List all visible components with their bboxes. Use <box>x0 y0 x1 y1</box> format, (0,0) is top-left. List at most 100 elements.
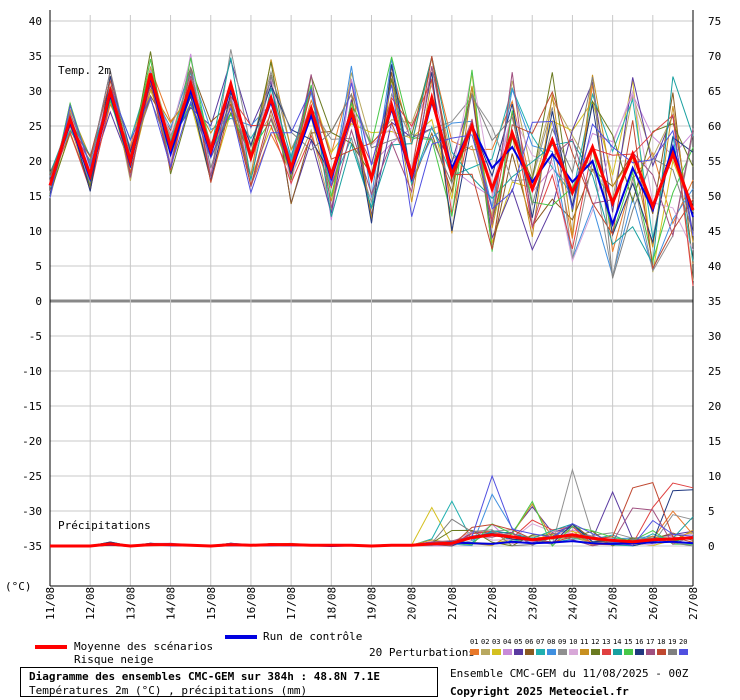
right-tick-label: 40 <box>708 260 721 273</box>
left-tick-label: 5 <box>35 260 42 273</box>
perturbation-number: 06 <box>525 638 534 646</box>
perturbation-swatch <box>613 649 622 655</box>
perturbation-swatch <box>657 649 666 655</box>
x-tick-label: 16/08 <box>245 587 258 620</box>
axis-labels: 4035302520151050-5-10-15-20-25-30-357570… <box>22 15 721 620</box>
x-tick-label: 12/08 <box>84 587 97 620</box>
left-tick-label: -30 <box>22 505 42 518</box>
perturbation-number: 17 <box>646 638 655 646</box>
x-tick-label: 23/08 <box>526 587 539 620</box>
perturbation-number: 15 <box>624 638 633 646</box>
main-lines <box>48 73 695 548</box>
perturbation-temp-line <box>49 56 694 271</box>
perturbation-temp-line <box>49 66 694 238</box>
right-tick-label: 35 <box>708 295 721 308</box>
left-tick-label: 0 <box>35 295 42 308</box>
perturbation-temp-line <box>49 68 694 279</box>
right-tick-label: 5 <box>708 505 715 518</box>
right-tick-label: 70 <box>708 50 721 63</box>
perturbation-number: 19 <box>668 638 677 646</box>
perturbation-number: 05 <box>514 638 523 646</box>
perturbation-swatch <box>481 649 490 655</box>
perturbation-number: 09 <box>558 638 567 646</box>
left-tick-label: 40 <box>29 15 42 28</box>
left-tick-label: -35 <box>22 540 42 553</box>
perturbation-swatch <box>646 649 655 655</box>
control-legend-swatch <box>225 635 257 639</box>
right-tick-label: 65 <box>708 85 721 98</box>
perturbation-number: 10 <box>569 638 578 646</box>
perturbation-swatch <box>624 649 633 655</box>
right-tick-label: 0 <box>708 540 715 553</box>
temperature-label: Temp. 2m <box>58 64 111 77</box>
caption-box: Diagramme des ensembles CMC-GEM sur 384h… <box>20 667 438 697</box>
mean-precip-line <box>50 533 694 548</box>
left-tick-label: 15 <box>29 190 42 203</box>
left-tick-label: -15 <box>22 400 42 413</box>
right-tick-label: 30 <box>708 330 721 343</box>
mean-legend-label: Moyenne des scénarios <box>74 640 214 653</box>
control-legend-label: Run de contrôle <box>263 630 363 643</box>
left-tick-label: -25 <box>22 470 42 483</box>
unit-label: (°C) <box>5 580 32 593</box>
right-tick-label: 55 <box>708 155 721 168</box>
chart-grid <box>49 10 694 587</box>
left-tick-label: -10 <box>22 365 42 378</box>
perturbation-swatch <box>635 649 644 655</box>
perturbation-swatch <box>470 649 479 655</box>
perturbation-swatch <box>602 649 611 655</box>
x-tick-label: 13/08 <box>124 587 137 620</box>
right-tick-label: 20 <box>708 400 721 413</box>
left-tick-label: -5 <box>29 330 42 343</box>
right-tick-label: 25 <box>708 365 721 378</box>
left-tick-label: 35 <box>29 50 42 63</box>
left-tick-label: 20 <box>29 155 42 168</box>
perturbation-swatch <box>558 649 567 655</box>
x-tick-label: 20/08 <box>406 587 419 620</box>
right-tick-label: 75 <box>708 15 721 28</box>
x-tick-label: 11/08 <box>44 587 57 620</box>
mean-temp-line <box>48 73 695 211</box>
left-tick-label: 30 <box>29 85 42 98</box>
perturbation-number: 12 <box>591 638 600 646</box>
right-tick-label: 10 <box>708 470 721 483</box>
x-tick-label: 24/08 <box>566 587 579 620</box>
perturbation-swatch <box>668 649 677 655</box>
perturbation-number: 18 <box>657 638 666 646</box>
x-tick-label: 25/08 <box>607 587 620 620</box>
perturbation-swatch <box>525 649 534 655</box>
right-tick-label: 15 <box>708 435 721 448</box>
perturbation-swatch <box>514 649 523 655</box>
perturbation-number: 02 <box>481 638 490 646</box>
x-tick-label: 26/08 <box>647 587 660 620</box>
chart-title: Diagramme des ensembles CMC-GEM sur 384h… <box>29 670 380 683</box>
perturbation-swatch <box>536 649 545 655</box>
right-tick-label: 45 <box>708 225 721 238</box>
perturbation-number: 01 <box>470 638 479 646</box>
perturbation-number: 13 <box>602 638 611 646</box>
x-tick-label: 17/08 <box>285 587 298 620</box>
x-tick-label: 19/08 <box>366 587 379 620</box>
perturbation-swatch <box>503 649 512 655</box>
perturbation-swatch <box>492 649 501 655</box>
left-tick-label: 10 <box>29 225 42 238</box>
run-label: Ensemble CMC-GEM du 11/08/2025 - 00Z <box>450 667 689 680</box>
perturbation-swatch <box>547 649 556 655</box>
perturbation-number: 14 <box>613 638 622 646</box>
x-tick-label: 14/08 <box>165 587 178 620</box>
perturbation-number: 07 <box>536 638 545 646</box>
right-tick-label: 50 <box>708 190 721 203</box>
perturbation-swatch <box>679 649 688 655</box>
chart-subtitle: Températures 2m (°C) , précipitations (m… <box>29 684 308 697</box>
right-tick-label: 60 <box>708 120 721 133</box>
x-tick-label: 21/08 <box>446 587 459 620</box>
x-tick-label: 22/08 <box>486 587 499 620</box>
perturbation-number: 16 <box>635 638 644 646</box>
left-tick-label: -20 <box>22 435 42 448</box>
left-tick-label: 25 <box>29 120 42 133</box>
x-tick-label: 27/08 <box>687 587 700 620</box>
perturbation-swatch <box>569 649 578 655</box>
copyright-label: Copyright 2025 Meteociel.fr <box>450 685 629 698</box>
perturbation-legend-label: 20 Perturbations <box>369 646 475 659</box>
perturbation-number: 04 <box>503 638 512 646</box>
